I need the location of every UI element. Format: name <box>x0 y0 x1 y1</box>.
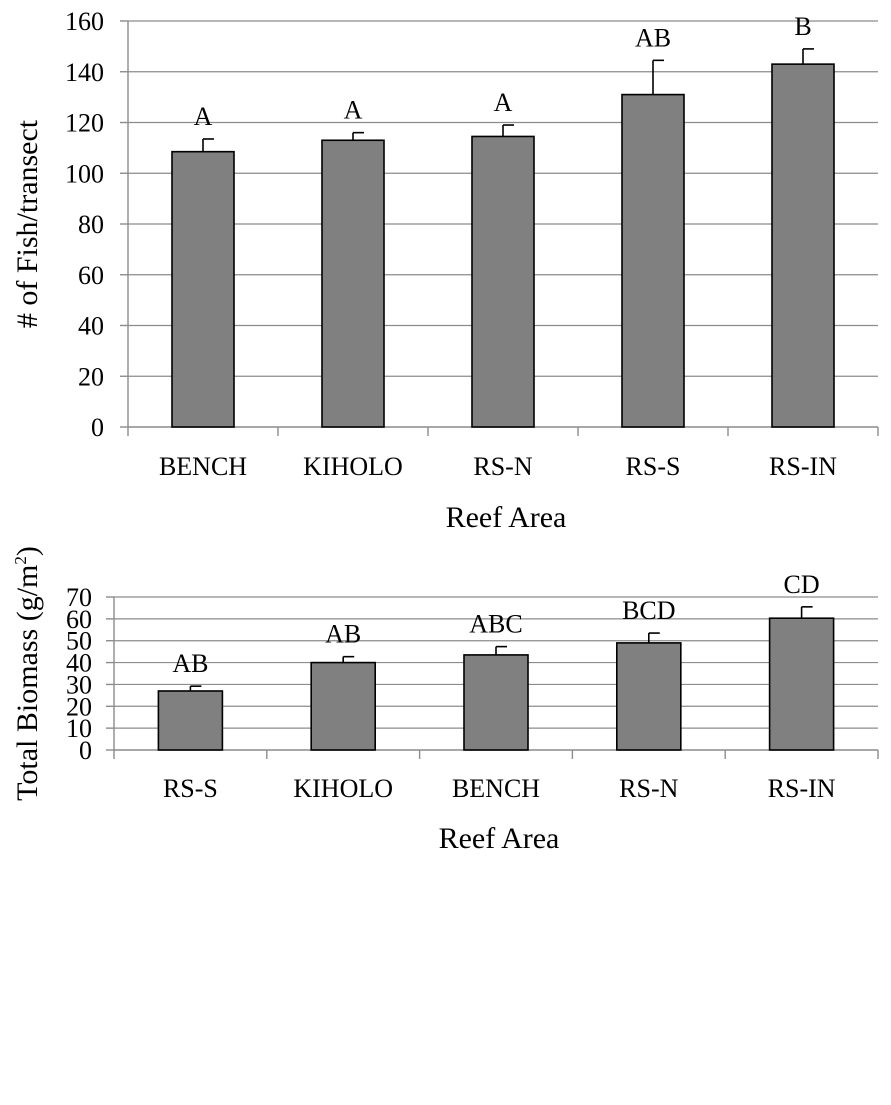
y-tick-label: 50 <box>66 627 92 656</box>
y-tick-label: 120 <box>65 109 104 138</box>
bar-rs-s <box>621 93 685 428</box>
x-axis-title: Reef Area <box>446 501 567 534</box>
x-tick-label: KIHOLO <box>303 452 403 481</box>
y-tick-label: 40 <box>78 312 104 341</box>
y-tick-label: 60 <box>78 261 104 290</box>
y-tick-label: 80 <box>78 210 104 239</box>
fish-count-chart: 0 20 40 60 80 100 120 140 160 A BENCH A KIHOLO A RS-N A… <box>11 7 879 534</box>
y-tick-label: 140 <box>65 58 104 87</box>
y-tick-label: 0 <box>91 413 104 442</box>
x-tick-label: KIHOLO <box>293 774 393 803</box>
bar-kiholo <box>321 139 385 428</box>
group-letter-label: A <box>194 102 213 131</box>
group-letter-label: A <box>344 96 363 125</box>
y-tick-label: 60 <box>66 605 92 634</box>
bar-bench <box>463 654 529 751</box>
x-tick-label: RS-S <box>163 774 218 803</box>
y-tick-label: 70 <box>66 583 92 612</box>
y-axis-title: # of Fish/transect <box>11 119 44 328</box>
y-tick-label: 20 <box>78 362 104 391</box>
x-axis-title: Reef Area <box>439 822 560 855</box>
group-letter-label: BCD <box>622 596 675 625</box>
y-axis-title: Total Biomass (g/m2) <box>11 546 44 801</box>
y-tick-label: 160 <box>65 7 104 36</box>
x-tick-label: RS-N <box>473 452 532 481</box>
x-tick-label: RS-N <box>619 774 678 803</box>
x-tick-label: BENCH <box>452 774 540 803</box>
group-letter-label: CD <box>784 570 820 599</box>
y-tick-label: 30 <box>66 670 92 699</box>
bar-bench <box>171 150 235 428</box>
group-letter-label: AB <box>325 620 361 649</box>
x-tick-label: RS-S <box>626 452 681 481</box>
group-letter-label: B <box>794 12 811 41</box>
x-tick-label: RS-IN <box>769 452 837 481</box>
y-tick-label: 40 <box>66 649 92 678</box>
bar-rs-in <box>768 617 835 751</box>
bar-kiholo <box>310 661 377 751</box>
group-letter-label: AB <box>635 23 671 52</box>
y-tick-label: 0 <box>79 736 92 765</box>
y-tick-label: 100 <box>65 159 104 188</box>
group-letter-label: A <box>494 88 513 117</box>
y-tick-label: 10 <box>66 714 92 743</box>
x-tick-label: BENCH <box>159 452 247 481</box>
x-tick-label: RS-IN <box>768 774 836 803</box>
bar-rs-in <box>771 63 835 428</box>
bar-rs-s <box>157 690 224 751</box>
bar-rs-n <box>615 642 682 751</box>
bar-rs-n <box>471 135 535 428</box>
group-letter-label: AB <box>172 649 208 678</box>
y-tick-label: 20 <box>66 692 92 721</box>
group-letter-label: ABC <box>469 610 522 639</box>
